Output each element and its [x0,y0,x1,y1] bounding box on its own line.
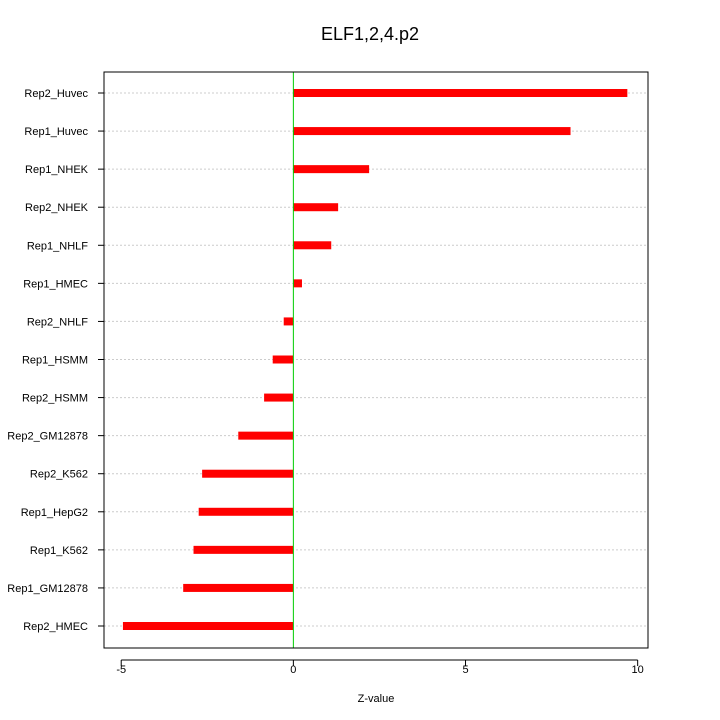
y-tick-label: Rep1_GM12878 [7,583,88,595]
bar-rep1-hepg2 [198,507,294,516]
y-tick-label: Rep2_GM12878 [7,431,88,443]
bar-rep2-gm12878 [238,431,294,440]
bar-rep1-nhlf [293,241,332,250]
y-axis: Rep2_Huvec Rep1_Huvec Rep1_NHEK Rep2_NHEK Re… [7,88,104,633]
y-tick-label: Rep1_HMEC [23,278,88,290]
y-tick-label: Rep1_K562 [30,545,88,557]
bar-rep1-nhek [293,165,370,174]
y-tick-label: Rep1_Huvec [24,126,88,138]
y-tick-label: Rep2_NHLF [27,316,88,328]
x-tick-label: 10 [632,664,644,676]
bar-rep2-k562 [202,469,294,478]
bars [122,89,628,630]
chart-title: ELF1,2,4.p2 [321,24,419,44]
bar-rep2-nhek [293,203,339,212]
bar-rep2-hsmm [264,393,294,402]
x-axis-title: Z-value [358,693,395,705]
y-tick-label: Rep2_Huvec [24,88,88,100]
bar-rep1-gm12878 [183,583,294,592]
bar-rep1-hmec [293,279,302,288]
bar-rep1-huvec [293,127,571,136]
x-tick-label: 5 [462,664,468,676]
y-tick-label: Rep2_K562 [30,469,88,481]
y-tick-label: Rep1_NHLF [27,240,88,252]
x-tick-label: -5 [116,664,126,676]
y-tick-label: Rep1_NHEK [25,164,89,176]
y-tick-label: Rep2_HMEC [23,621,88,633]
gridlines [104,92,648,627]
bar-rep2-nhlf [283,317,294,326]
y-tick-label: Rep2_NHEK [25,202,89,214]
bar-rep1-k562 [193,545,294,554]
bar-rep2-hmec [122,622,294,630]
bar-rep2-huvec [293,89,628,97]
bar-rep1-hsmm [272,355,294,364]
y-tick-label: Rep1_HepG2 [21,507,88,519]
x-tick-label: 0 [290,664,296,676]
y-tick-label: Rep2_HSMM [22,393,88,405]
x-axis: -5 0 5 10 [116,659,644,676]
y-tick-label: Rep1_HSMM [22,355,88,367]
